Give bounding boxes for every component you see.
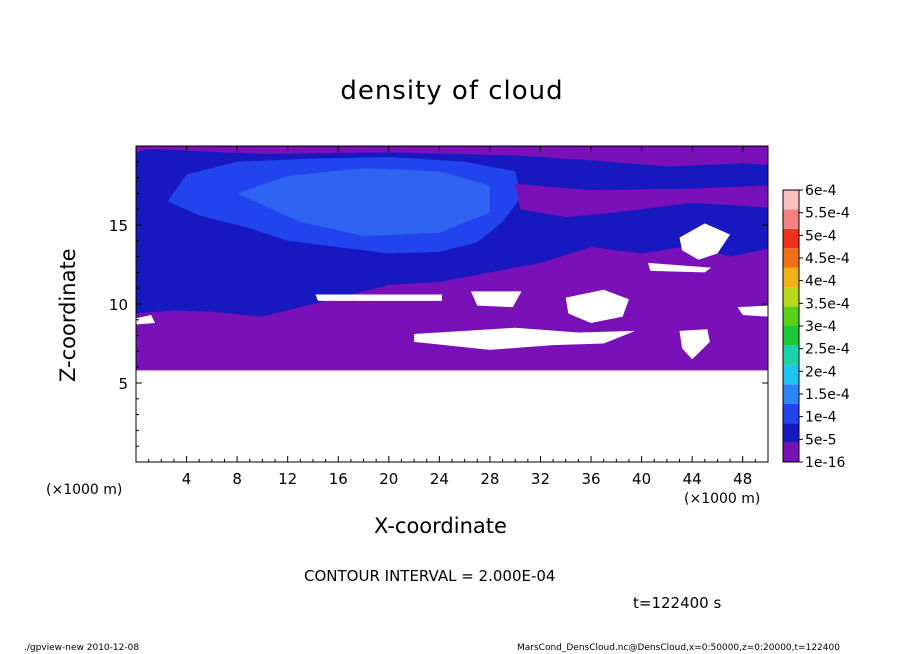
x-tick-label-8: 8 (232, 470, 242, 488)
colorbar-segment-9 (783, 267, 799, 288)
time-label: t=122400 s (633, 594, 722, 612)
footer-left: ./gpview-new 2010-12-08 (24, 643, 140, 653)
colorbar-segment-12 (783, 209, 799, 229)
colorbar-label-9: 4.5e-4 (805, 251, 850, 267)
x-tick-label-4: 4 (182, 470, 192, 488)
x-tick-label-24: 24 (430, 470, 449, 488)
clear-gap-7 (679, 329, 710, 360)
x-tick-label-28: 28 (480, 470, 499, 488)
clear-gap-3 (565, 289, 629, 323)
colorbar-label-10: 5e-4 (805, 228, 837, 244)
colorbar-segment-8 (783, 287, 799, 307)
colorbar-label-1: 5e-5 (805, 432, 836, 448)
colorbar-label-4: 2e-4 (805, 364, 837, 380)
y-tick-label-10: 10 (109, 296, 128, 314)
clear-gap-2 (470, 291, 522, 308)
colorbar-segment-3 (783, 384, 799, 404)
colorbar-segment-2 (783, 403, 799, 424)
colorbar-segment-1 (783, 423, 799, 443)
colorbar-label-6: 3e-4 (805, 319, 837, 335)
y-tick-label-15: 15 (109, 217, 128, 235)
density-field (136, 146, 768, 462)
colorbar-label-8: 4e-4 (805, 274, 837, 290)
colorbar-segment-6 (783, 326, 799, 346)
x-tick-label-36: 36 (581, 470, 600, 488)
colorbar-label-2: 1e-4 (805, 410, 837, 426)
clear-gap-5 (679, 223, 731, 260)
x-axis-label: X-coordinate (374, 514, 507, 538)
chart-title: density of cloud (340, 76, 564, 106)
x-tick-label-16: 16 (329, 470, 348, 488)
x-unit-label-left: (×1000 m) (46, 482, 123, 498)
colorbar-label-3: 1.5e-4 (805, 387, 850, 403)
x-tick-label-40: 40 (632, 470, 651, 488)
clear-gap-9 (136, 315, 155, 325)
footer-right: MarsCond_DensCloud.nc@DensCloud,x=0:5000… (517, 643, 840, 653)
colorbar-label-0: 1e-16 (805, 455, 845, 471)
colorbar-segment-13 (783, 190, 799, 210)
colorbar-segment-10 (783, 248, 799, 268)
x-tick-label-32: 32 (531, 470, 550, 488)
x-tick-label-48: 48 (733, 470, 752, 488)
x-tick-label-20: 20 (379, 470, 398, 488)
colorbar-segment-0 (783, 442, 799, 462)
purple-tongue (515, 183, 768, 218)
x-axis: 4 8 12 16 20 24 28 32 36 40 44 48 (148, 146, 756, 488)
clear-gap-4 (414, 327, 636, 350)
x-tick-label-12: 12 (278, 470, 297, 488)
y-tick-label-5: 5 (118, 375, 128, 393)
colorbar-segment-5 (783, 345, 799, 365)
colorbar-segment-7 (783, 306, 799, 326)
clear-gap-6 (647, 262, 712, 273)
x-tick-label-44: 44 (683, 470, 702, 488)
top-band (136, 146, 768, 167)
upper-core-highlight (237, 168, 490, 237)
colorbar: 1e-16 5e-5 1e-4 1.5e-4 2e-4 2.5e-4 3e-4 3.5e-4 4… (782, 183, 850, 471)
y-axis-label: Z-coordinate (56, 248, 80, 382)
contour-interval-label: CONTOUR INTERVAL = 2.000E-04 (304, 567, 556, 585)
colorbar-label-11: 5.5e-4 (805, 206, 850, 222)
colorbar-label-5: 2.5e-4 (805, 342, 850, 358)
colorbar-segment-11 (783, 228, 799, 249)
colorbar-label-12: 6e-4 (805, 183, 837, 199)
y-axis: 5 10 15 (109, 161, 768, 447)
colorbar-label-7: 3.5e-4 (805, 296, 850, 312)
clear-gap-1 (315, 294, 442, 301)
x-unit-label-right: (×1000 m) (684, 491, 761, 507)
colorbar-segment-4 (783, 364, 799, 385)
clear-gap-8 (737, 305, 768, 317)
